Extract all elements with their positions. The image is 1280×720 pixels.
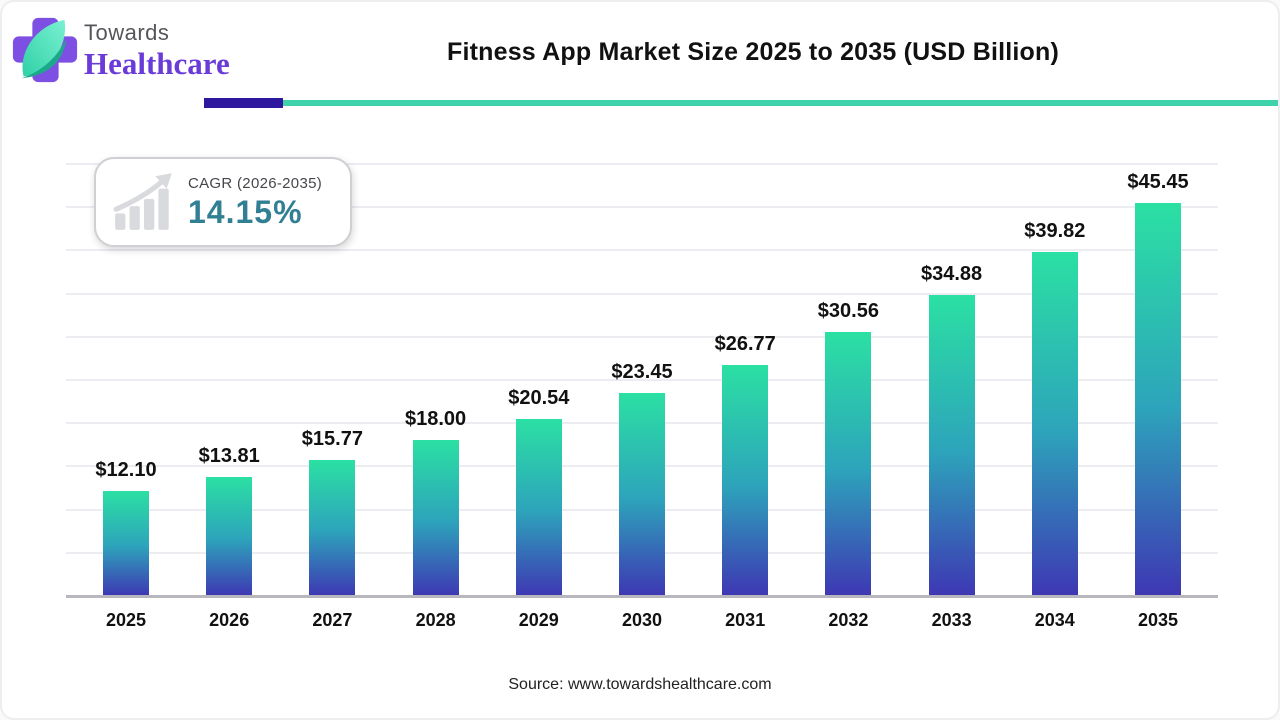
bar-group: $12.10 2025 — [75, 459, 178, 630]
bar-group: $23.45 2030 — [591, 361, 694, 630]
plot-area: $12.10 2025 $13.81 2026 $15.77 2027 $18.00 2028… — [66, 163, 1218, 630]
bar — [928, 294, 975, 596]
bar-group: $18.00 2028 — [384, 408, 487, 630]
x-axis-label: 2029 — [518, 610, 559, 630]
bar — [515, 418, 562, 596]
bar-group: $34.88 2033 — [900, 262, 1003, 630]
healthcare-cross-leaf-icon — [12, 17, 78, 83]
page-title: Fitness App Market Size 2025 to 2035 (US… — [446, 38, 1059, 66]
bar — [1031, 251, 1078, 596]
bar-value-label: $26.77 — [714, 332, 776, 355]
bar-group: $20.54 2029 — [487, 386, 590, 630]
gridline — [66, 292, 1218, 295]
bar-value-label: $30.56 — [817, 299, 879, 322]
x-axis-label: 2034 — [1034, 610, 1075, 630]
bar-group: $15.77 2027 — [281, 427, 384, 630]
bar-group: $45.45 2035 — [1107, 171, 1210, 630]
bar-group: $26.77 2031 — [694, 332, 797, 630]
bar-value-label: $34.88 — [921, 262, 983, 285]
bar — [825, 331, 872, 596]
x-axis-label: 2033 — [931, 610, 972, 630]
x-axis-label: 2027 — [312, 610, 353, 630]
bar-value-label: $18.00 — [405, 408, 467, 431]
brand-logo: Towards Healthcare — [10, 12, 230, 88]
cagr-value: 14.15% — [188, 194, 303, 230]
title-underline-accent — [204, 98, 283, 108]
bar-value-label: $20.54 — [508, 386, 570, 409]
bar-chart-growth-arrow-icon — [113, 173, 172, 230]
bar-value-label: $13.81 — [198, 444, 260, 467]
bar — [103, 491, 149, 596]
x-axis-label: 2030 — [621, 610, 663, 630]
gridline — [66, 335, 1218, 338]
bar — [206, 476, 253, 596]
x-axis-label: 2025 — [105, 610, 147, 630]
bar — [309, 459, 356, 596]
gridline — [66, 379, 1218, 381]
bar-value-label: $39.82 — [1024, 219, 1086, 242]
bar-group: $13.81 2026 — [178, 444, 281, 630]
x-axis-label: 2032 — [828, 610, 869, 630]
title-underline-line — [283, 100, 1278, 106]
bar-value-label: $23.45 — [611, 361, 673, 384]
bar — [1135, 203, 1181, 596]
bar — [722, 364, 769, 596]
bar-group: $39.82 2034 — [1003, 219, 1106, 630]
bar — [412, 440, 459, 596]
gridline — [66, 249, 1218, 252]
x-axis-label: 2035 — [1137, 610, 1179, 630]
cagr-label: CAGR (2026-2035) — [188, 175, 323, 192]
bar-value-label: $15.77 — [301, 427, 363, 450]
gridline — [66, 206, 1218, 209]
cagr-badge: CAGR (2026-2035) 14.15% — [94, 157, 352, 247]
x-axis-label: 2026 — [209, 610, 250, 630]
logo-text-towards: Towards — [84, 20, 170, 45]
logo-text-healthcare: Healthcare — [84, 46, 230, 81]
bar-value-label: $45.45 — [1127, 171, 1189, 194]
bar — [619, 393, 665, 596]
x-axis-label: 2028 — [415, 610, 456, 630]
bar-value-label: $12.10 — [95, 459, 157, 482]
x-axis-label: 2031 — [725, 610, 766, 630]
gridline — [66, 163, 1218, 165]
x-axis-line — [66, 595, 1218, 598]
source-text: Source: www.towardshealthcare.com — [508, 676, 772, 693]
bar-group: $30.56 2032 — [797, 299, 900, 630]
